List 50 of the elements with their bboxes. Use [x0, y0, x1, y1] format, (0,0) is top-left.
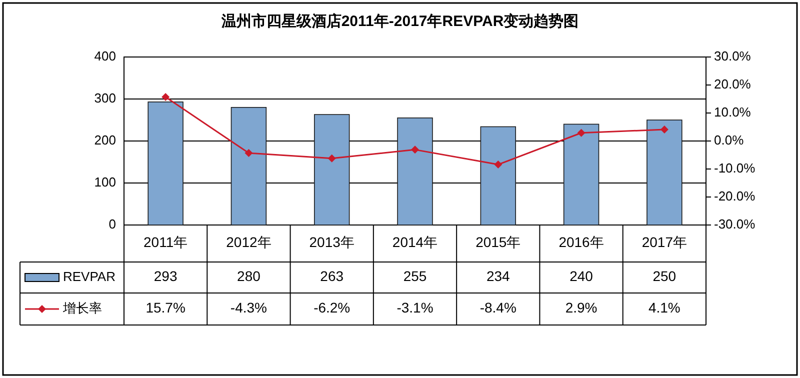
- y2-tick-label: 30.0%: [714, 48, 752, 64]
- x-tick-label: 2011年: [144, 234, 188, 250]
- point: [328, 154, 336, 162]
- data-label: 293: [154, 268, 178, 284]
- point: [162, 93, 170, 102]
- data-label: -3.1%: [396, 300, 434, 316]
- point: [411, 146, 419, 154]
- data-label: -4.3%: [230, 300, 268, 316]
- data-label: 250: [652, 268, 676, 284]
- y-tick-label: 400: [94, 48, 116, 64]
- data-label: 240: [570, 268, 594, 284]
- point: [660, 126, 668, 134]
- chart-title: 温州市四星级酒店2011年-2017年REVPAR变动趋势图: [220, 12, 579, 30]
- data-label: 2.9%: [565, 300, 598, 316]
- y-tick-label: 0: [108, 216, 116, 232]
- bar: [148, 102, 184, 226]
- point: [244, 149, 253, 158]
- point: [494, 160, 502, 169]
- x-tick-label: 2015年: [476, 234, 521, 250]
- y-tick-label: 300: [94, 90, 116, 106]
- y2-tick-label: 0.0%: [714, 132, 744, 148]
- y-tick-label: 200: [94, 132, 116, 148]
- bar: [230, 107, 267, 226]
- data-label: -6.2%: [314, 300, 350, 316]
- bar: [646, 120, 682, 226]
- data-label: 4.1%: [648, 300, 680, 316]
- x-tick-label: 2012年: [226, 234, 272, 250]
- y2-tick-label: 10.0%: [714, 104, 752, 120]
- data-label: 263: [320, 268, 344, 284]
- y-tick-label: 100: [94, 174, 116, 190]
- data-label: 15.7%: [146, 300, 186, 316]
- x-tick-label: 2013年: [309, 234, 354, 250]
- legend-label: REVPAR: [63, 268, 116, 284]
- y2-tick-label: -30.0%: [714, 216, 756, 232]
- y2-tick-label: 20.0%: [714, 76, 752, 92]
- y2-tick-label: -20.0%: [714, 188, 756, 204]
- data-label: -8.4%: [480, 300, 516, 316]
- x-tick-label: 2016年: [558, 234, 604, 250]
- data-label: 234: [486, 268, 510, 284]
- data-label: 280: [237, 268, 261, 284]
- point: [577, 128, 586, 137]
- legend-label: 增长率: [62, 300, 102, 316]
- data-label: 255: [403, 268, 427, 284]
- bar: [480, 126, 516, 226]
- x-tick-label: 2017年: [642, 234, 688, 250]
- y2-tick-label: -10.0%: [714, 160, 756, 176]
- bar: [314, 114, 350, 226]
- bar: [563, 124, 600, 226]
- x-tick-label: 2014年: [392, 234, 438, 250]
- bar: [397, 118, 433, 226]
